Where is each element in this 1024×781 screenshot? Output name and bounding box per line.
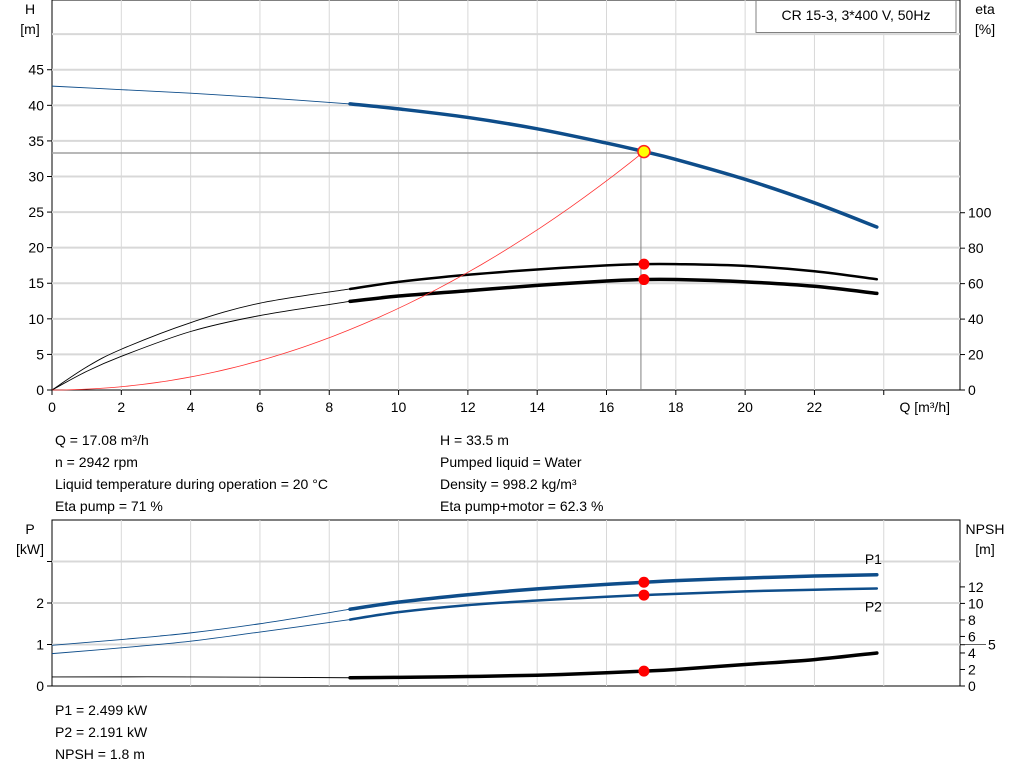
legend-box [755, 0, 957, 33]
info-top-left: Q = 17.08 m³/h n = 2942 rpm Liquid tempe… [55, 429, 328, 517]
y-tick-label-left: 0 [36, 382, 44, 398]
info-eta-total: Eta pump+motor = 62.3 % [440, 498, 604, 514]
curve-NPSH [348, 651, 879, 680]
series-label-P2: P2 [865, 598, 882, 614]
x-tick-label: 22 [807, 399, 823, 415]
x-tick-label: 16 [599, 399, 615, 415]
curve-eta_pump-extended [51, 288, 351, 391]
y-tick-label-right: 10 [968, 595, 984, 611]
info-p2: P2 = 2.191 kW [55, 724, 148, 740]
curve-eta_pump_motor [348, 277, 879, 304]
info-p1: P1 = 2.499 kW [55, 702, 148, 718]
curve-eta_pump [348, 262, 879, 291]
duty-point-marker [637, 144, 651, 159]
duty-point-eta-pump [638, 258, 650, 270]
y-tick-label-right: 0 [968, 678, 976, 694]
y-tick-label-right: 100 [968, 205, 992, 221]
y-tick-label-right: 20 [968, 347, 984, 363]
system-curve [51, 151, 645, 391]
duty-point-npsh [638, 665, 650, 677]
x-tick-label: 14 [529, 399, 545, 415]
info-flow: Q = 17.08 m³/h [55, 432, 149, 448]
curve-P2-extended [51, 619, 351, 655]
y-tick-label-right: 4 [968, 645, 976, 661]
y-tick-label-left: 20 [28, 240, 44, 256]
info-liquid-temp: Liquid temperature during operation = 20… [55, 476, 328, 492]
y-tick-label-left: 2 [36, 595, 44, 611]
y-tick-label-right: 80 [968, 240, 984, 256]
info-speed: n = 2942 rpm [55, 454, 138, 470]
y-tick-label-right: 60 [968, 276, 984, 292]
x-tick-label: 10 [391, 399, 407, 415]
y-tick-label-right: 5 [988, 637, 996, 653]
curve-eta_pump_motor-extended [51, 300, 351, 391]
curve-P1-extended [51, 608, 351, 646]
info-bottom: P1 = 2.499 kW P2 = 2.191 kW NPSH = 1.8 m [55, 699, 147, 765]
series-label-P1: P1 [865, 551, 882, 567]
info-npsh: NPSH = 1.8 m [55, 746, 145, 762]
info-density: Density = 998.2 kg/m³ [440, 476, 577, 492]
y-axis-unit-left: [m] [20, 21, 39, 37]
y-axis-unit-right: [%] [975, 21, 995, 37]
duty-point-p2 [638, 589, 650, 601]
info-head: H = 33.5 m [440, 432, 509, 448]
x-tick-label: 18 [668, 399, 684, 415]
plot-frame [51, 0, 961, 391]
y-axis-label-left: P [25, 521, 34, 537]
y-tick-label-left: 35 [28, 133, 44, 149]
y-axis-unit-left: [kW] [16, 541, 44, 557]
info-eta-pump: Eta pump = 71 % [55, 498, 163, 514]
y-axis-label-right: NPSH [966, 521, 1005, 537]
y-tick-label-right: 40 [968, 311, 984, 327]
curve-H [348, 102, 879, 229]
curve-P1 [348, 573, 879, 611]
y-tick-label-left: 45 [28, 62, 44, 78]
y-axis-unit-right: [m] [975, 541, 994, 557]
y-tick-label-right: 8 [968, 612, 976, 628]
curve-NPSH-extended [51, 676, 351, 679]
x-tick-label: 8 [325, 399, 333, 415]
y-tick-label-left: 30 [28, 168, 44, 184]
x-tick-label: 12 [460, 399, 476, 415]
y-axis-label-right: eta [975, 1, 995, 17]
x-tick-label: 0 [48, 399, 56, 415]
curve-P2 [348, 587, 879, 621]
x-axis-label: Q [m³/h] [899, 399, 950, 415]
info-pumped-liquid: Pumped liquid = Water [440, 454, 582, 470]
y-tick-label-right: 2 [968, 661, 976, 677]
curve-H-extended [51, 85, 351, 105]
y-tick-label-right: 6 [968, 628, 976, 644]
y-tick-label-left: 5 [36, 346, 44, 362]
y-tick-label-right: 12 [968, 579, 984, 595]
duty-point-p1 [638, 576, 650, 588]
y-tick-label-left: 15 [28, 275, 44, 291]
y-axis-label-left: H [25, 1, 35, 17]
info-top-right: H = 33.5 m Pumped liquid = Water Density… [440, 429, 603, 517]
x-tick-label: 6 [256, 399, 264, 415]
y-tick-label-left: 1 [36, 637, 44, 653]
x-tick-label: 20 [737, 399, 753, 415]
duty-point-eta-total [638, 274, 650, 286]
y-tick-label-right: 0 [968, 382, 976, 398]
y-tick-label-left: 25 [28, 204, 44, 220]
x-tick-label: 4 [187, 399, 195, 415]
y-tick-label-left: 0 [36, 678, 44, 694]
x-tick-label: 2 [117, 399, 125, 415]
y-tick-label-left: 10 [28, 311, 44, 327]
y-tick-label-left: 40 [28, 97, 44, 113]
legend-pump-model: CR 15-3, 3*400 V, 50Hz [782, 7, 931, 23]
